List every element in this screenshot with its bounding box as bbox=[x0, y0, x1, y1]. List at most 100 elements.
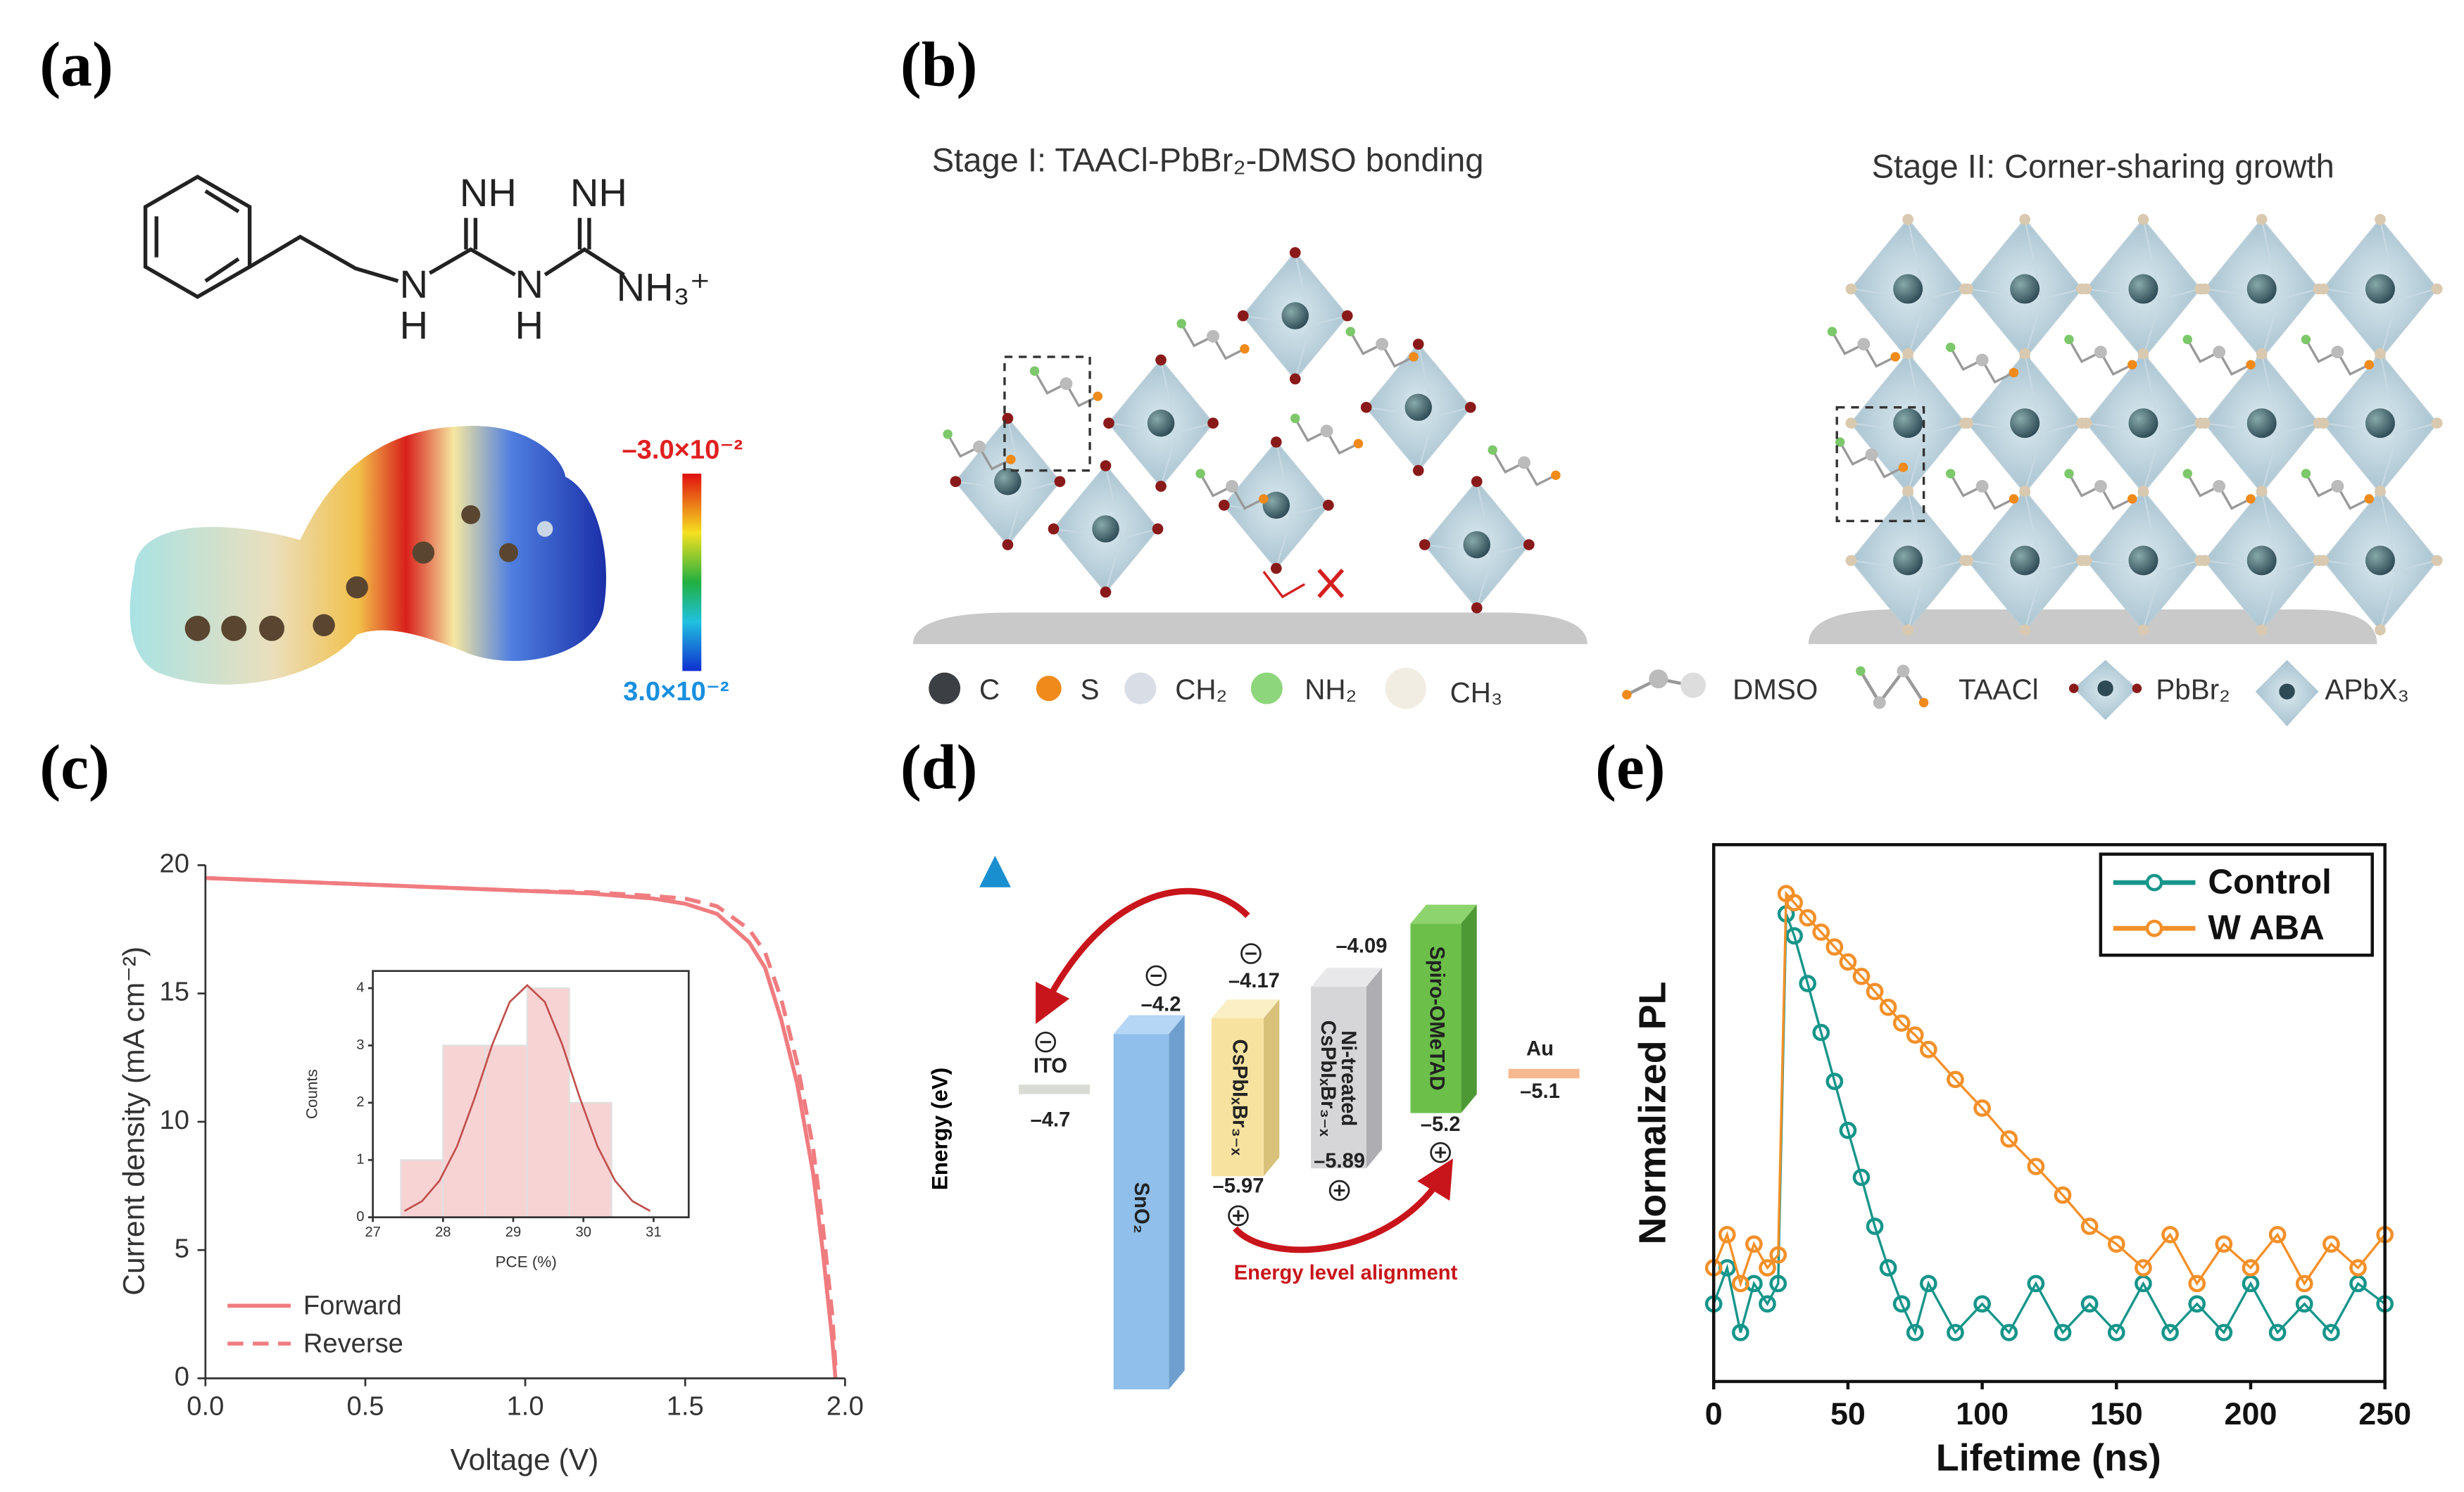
stage-title: Stage I: TAACl-PbBr₂-DMSO bonding bbox=[932, 141, 1484, 179]
halide-atom bbox=[950, 476, 962, 488]
ligand-atom bbox=[2127, 494, 2137, 504]
level-label: Ni-treated bbox=[1337, 1030, 1359, 1126]
legend-label: APbX₃ bbox=[2325, 673, 2409, 705]
data-point bbox=[2215, 1324, 2233, 1341]
ligand-atom bbox=[2364, 494, 2374, 504]
level-label: –4.17 bbox=[1228, 970, 1280, 992]
octahedron-edge bbox=[1366, 343, 1471, 471]
halide-atom bbox=[1207, 417, 1219, 429]
halide-atom bbox=[1471, 476, 1483, 488]
x-tick-label: 27 bbox=[365, 1225, 380, 1240]
substrate bbox=[912, 612, 1588, 645]
halide-atom bbox=[2256, 348, 2268, 360]
halide-atom bbox=[1341, 310, 1353, 322]
data-point bbox=[1892, 1014, 1911, 1032]
transfer-arrow bbox=[1036, 887, 1250, 1025]
electrode-bar bbox=[1019, 1085, 1090, 1094]
y-axis-label: Current density (mA cm⁻²) bbox=[117, 947, 151, 1296]
x-tick-label: 0 bbox=[1705, 1396, 1723, 1431]
layer-top bbox=[1311, 968, 1383, 987]
halide-atom bbox=[2080, 555, 2092, 567]
x-tick-label: 28 bbox=[435, 1225, 451, 1240]
halide-atom bbox=[1412, 464, 1424, 476]
halide-atom bbox=[1237, 310, 1249, 322]
metal-atom bbox=[1147, 409, 1175, 437]
ligand-atom bbox=[2331, 479, 2344, 493]
panel-label: (a) bbox=[39, 30, 113, 100]
highlight-box bbox=[1835, 406, 1925, 522]
atom-label: NH bbox=[460, 170, 517, 215]
series-line bbox=[1712, 890, 2386, 1288]
data-point bbox=[2242, 1259, 2260, 1277]
charge-sign bbox=[1435, 1146, 1446, 1158]
octahedron-edge bbox=[2323, 353, 2437, 493]
transfer-arrow bbox=[1233, 1158, 1454, 1253]
atom-label: H bbox=[400, 303, 429, 347]
metal-atom bbox=[2365, 545, 2395, 576]
halide-atom bbox=[2318, 555, 2330, 567]
metal-atom bbox=[2246, 408, 2277, 438]
octahedra bbox=[943, 213, 2443, 636]
halide-atom bbox=[2375, 213, 2386, 225]
data-point bbox=[2349, 1259, 2367, 1277]
ligand-atom bbox=[1835, 437, 1845, 447]
octahedron-edge bbox=[2086, 219, 2201, 359]
layer-top bbox=[1410, 904, 1477, 924]
ligand-atom bbox=[2301, 469, 2311, 479]
halide-atom bbox=[1962, 283, 1974, 295]
halide-atom bbox=[1360, 401, 1372, 413]
y-axis-label: Counts bbox=[303, 1069, 320, 1119]
octahedron-edge bbox=[1968, 491, 2082, 631]
layer-top bbox=[1211, 999, 1280, 1018]
level-label: –5.97 bbox=[1212, 1175, 1264, 1198]
data-point bbox=[1866, 1218, 1884, 1235]
octahedron-edge bbox=[1108, 360, 1214, 487]
ligand-atom bbox=[1827, 327, 1837, 336]
panel-label: (b) bbox=[900, 30, 978, 100]
halide-atom bbox=[2137, 485, 2149, 497]
y-tick-label: 3 bbox=[356, 1037, 364, 1053]
charge-sign bbox=[1233, 1210, 1244, 1222]
legend-label: C bbox=[979, 673, 1000, 705]
halide-atom bbox=[2375, 348, 2386, 360]
octahedron-edge bbox=[1851, 491, 1966, 631]
data-point bbox=[1919, 1275, 1937, 1293]
data-point bbox=[2080, 1295, 2099, 1313]
metal-atom bbox=[2128, 408, 2158, 438]
panel-label: (e) bbox=[1595, 733, 1666, 802]
data-point bbox=[2000, 1130, 2018, 1148]
halide-atom bbox=[2318, 417, 2330, 429]
ligand-atom bbox=[2064, 334, 2074, 345]
data-point bbox=[1799, 975, 1817, 992]
halide-atom bbox=[1002, 539, 1014, 550]
legend-label: DMSO bbox=[1733, 673, 1818, 705]
data-point bbox=[2295, 1275, 2313, 1293]
y-tick-label: 1 bbox=[356, 1152, 364, 1168]
layer-box bbox=[1113, 1034, 1169, 1390]
octahedron-edge bbox=[1968, 353, 2082, 493]
ligand-atom bbox=[1865, 448, 1878, 462]
ligand-atom bbox=[1093, 391, 1103, 401]
ligand-atom bbox=[2182, 469, 2192, 479]
data-point bbox=[1745, 1235, 1763, 1253]
octahedron-edge bbox=[2086, 353, 2201, 493]
histogram-bar bbox=[400, 1159, 444, 1218]
data-point bbox=[1947, 1324, 1964, 1341]
ligand-atom bbox=[1946, 342, 1956, 353]
halide-atom bbox=[1100, 586, 1112, 598]
x-axis-label: PCE (%) bbox=[496, 1253, 557, 1271]
x-tick-label: 31 bbox=[646, 1225, 661, 1240]
data-point bbox=[2295, 1295, 2313, 1313]
data-point bbox=[2000, 1324, 2018, 1341]
metal-atom bbox=[1463, 531, 1490, 559]
data-point bbox=[2188, 1295, 2206, 1313]
halide-atom bbox=[2019, 624, 2031, 636]
halide-atom bbox=[2256, 213, 2268, 225]
halide-atom bbox=[2431, 417, 2443, 429]
series-line bbox=[205, 875, 838, 1366]
data-point bbox=[2054, 1186, 2072, 1204]
data-point bbox=[1879, 1259, 1897, 1277]
ligand-atom bbox=[1975, 479, 1989, 493]
plot-frame bbox=[372, 970, 690, 1218]
fit-curve bbox=[403, 984, 651, 1212]
